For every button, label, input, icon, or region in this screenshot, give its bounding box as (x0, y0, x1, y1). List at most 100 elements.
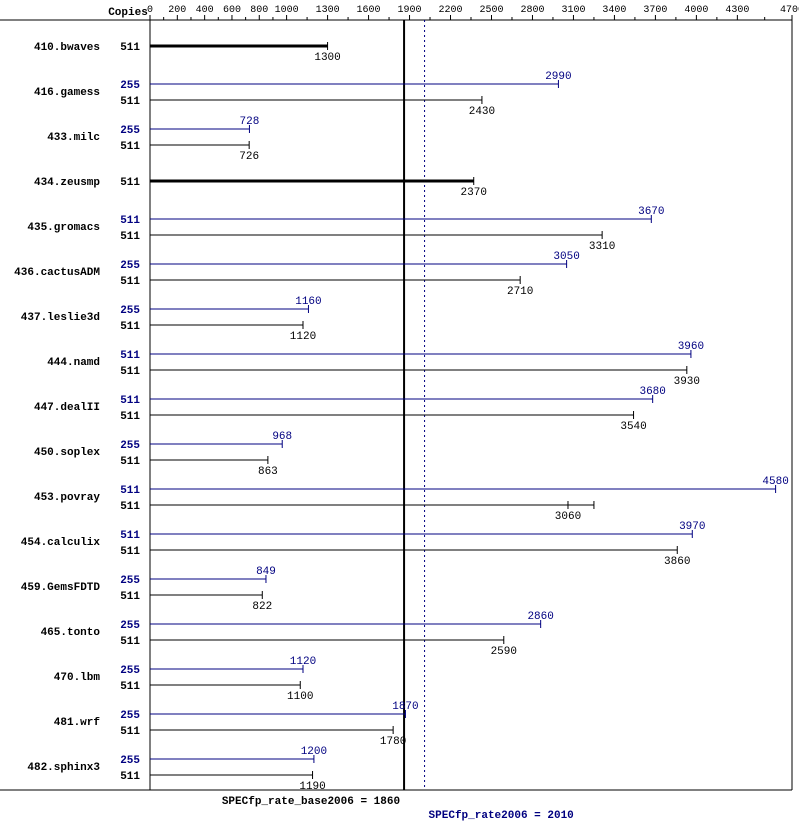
base-copies: 511 (120, 321, 140, 333)
peak-copies: 255 (120, 80, 140, 92)
base-copies: 511 (120, 681, 140, 693)
base-copies: 511 (120, 771, 140, 783)
base-copies: 511 (120, 96, 140, 108)
base-summary: SPECfp_rate_base2006 = 1860 (222, 796, 400, 808)
axis-tick-label: 0 (147, 5, 153, 16)
axis-tick-label: 1600 (357, 5, 381, 16)
peak-value-label: 1870 (392, 701, 418, 713)
base-value-label: 1100 (287, 691, 313, 703)
benchmark-name: 435.gromacs (27, 222, 100, 234)
peak-copies: 511 (120, 350, 140, 362)
peak-copies: 255 (120, 710, 140, 722)
benchmark-name: 482.sphinx3 (27, 762, 100, 774)
peak-value-label: 2990 (545, 71, 571, 83)
axis-tick-label: 1000 (275, 5, 299, 16)
base-copies: 511 (120, 42, 140, 54)
benchmark-name: 436.cactusADM (14, 267, 100, 279)
base-value-label: 822 (252, 601, 272, 613)
base-value-label: 3060 (555, 511, 581, 523)
base-value-label: 3540 (620, 421, 646, 433)
axis-tick-label: 2500 (479, 5, 503, 16)
base-copies: 511 (120, 141, 140, 153)
base-value-label: 1190 (299, 781, 325, 793)
peak-copies: 511 (120, 485, 140, 497)
peak-copies: 511 (120, 395, 140, 407)
peak-value-label: 728 (240, 116, 260, 128)
peak-copies: 255 (120, 440, 140, 452)
peak-copies: 255 (120, 665, 140, 677)
base-copies: 511 (120, 726, 140, 738)
base-value-label: 2590 (491, 646, 517, 658)
benchmark-name: 470.lbm (54, 672, 101, 684)
peak-value-label: 1200 (301, 746, 327, 758)
spec-chart: 0 200 400 600 800 1000 1300 1600 1900 2200 2500 280… (0, 0, 799, 831)
benchmark-name: 434.zeusmp (34, 177, 100, 189)
benchmark-name: 416.gamess (34, 87, 100, 99)
axis-tick-label: 2800 (520, 5, 544, 16)
base-value-label: 2710 (507, 286, 533, 298)
base-value-label: 2430 (469, 106, 495, 118)
peak-copies: 255 (120, 260, 140, 272)
axis-tick-label: 4000 (684, 5, 708, 16)
peak-summary: SPECfp_rate2006 = 2010 (429, 810, 574, 822)
benchmark-name: 453.povray (34, 492, 100, 504)
peak-value-label: 1120 (290, 656, 316, 668)
base-value-label: 3310 (589, 241, 615, 253)
base-copies: 511 (120, 501, 140, 513)
benchmark-name: 459.GemsFDTD (21, 582, 101, 594)
axis-tick-label: 200 (168, 5, 186, 16)
benchmark-name: 433.milc (47, 132, 100, 144)
axis-tick-label: 3100 (561, 5, 585, 16)
peak-copies: 255 (120, 305, 140, 317)
peak-copies: 255 (120, 620, 140, 632)
benchmark-name: 454.calculix (21, 537, 101, 549)
benchmark-name: 481.wrf (54, 717, 101, 729)
axis-tick-label: 1300 (316, 5, 340, 16)
benchmark-name: 437.leslie3d (21, 312, 100, 324)
copies-header: Copies (108, 7, 148, 19)
axis-tick-label: 1900 (398, 5, 422, 16)
base-copies: 511 (120, 636, 140, 648)
base-copies: 511 (120, 276, 140, 288)
peak-value-label: 4580 (762, 476, 788, 488)
peak-value-label: 3670 (638, 206, 664, 218)
peak-copies: 255 (120, 755, 140, 767)
peak-value-label: 1160 (295, 296, 321, 308)
peak-copies: 255 (120, 125, 140, 137)
peak-copies: 255 (120, 575, 140, 587)
base-copies: 511 (120, 177, 140, 189)
base-value-label: 1780 (380, 736, 406, 748)
peak-value-label: 3680 (639, 386, 665, 398)
base-copies: 511 (120, 411, 140, 423)
axis-tick-label: 600 (223, 5, 241, 16)
peak-value-label: 849 (256, 566, 276, 578)
benchmark-name: 465.tonto (41, 627, 101, 639)
peak-value-label: 2860 (527, 611, 553, 623)
base-value-label: 1300 (314, 52, 340, 64)
benchmark-name: 410.bwaves (34, 42, 100, 54)
axis-tick-label: 4700 (780, 5, 799, 16)
axis-tick-label: 4300 (725, 5, 749, 16)
base-value-label: 863 (258, 466, 278, 478)
axis-tick-label: 2200 (439, 5, 463, 16)
base-value-label: 1120 (290, 331, 316, 343)
base-copies: 511 (120, 366, 140, 378)
axis-tick-label: 3700 (643, 5, 667, 16)
chart-svg: 0 200 400 600 800 1000 1300 1600 1900 2200 2500 280… (0, 0, 799, 831)
benchmark-name: 444.namd (47, 357, 100, 369)
axis-tick-label: 800 (250, 5, 268, 16)
base-copies: 511 (120, 546, 140, 558)
axis-tick-label: 400 (196, 5, 214, 16)
benchmark-name: 447.dealII (34, 402, 100, 414)
base-value-label: 3860 (664, 556, 690, 568)
base-value-label: 3930 (674, 376, 700, 388)
base-copies: 511 (120, 591, 140, 603)
axis-tick-label: 3400 (602, 5, 626, 16)
peak-value-label: 968 (272, 431, 292, 443)
peak-value-label: 3970 (679, 521, 705, 533)
base-value-label: 726 (239, 151, 259, 163)
peak-copies: 511 (120, 215, 140, 227)
benchmark-name: 450.soplex (34, 447, 100, 459)
peak-copies: 511 (120, 530, 140, 542)
peak-value-label: 3960 (678, 341, 704, 353)
